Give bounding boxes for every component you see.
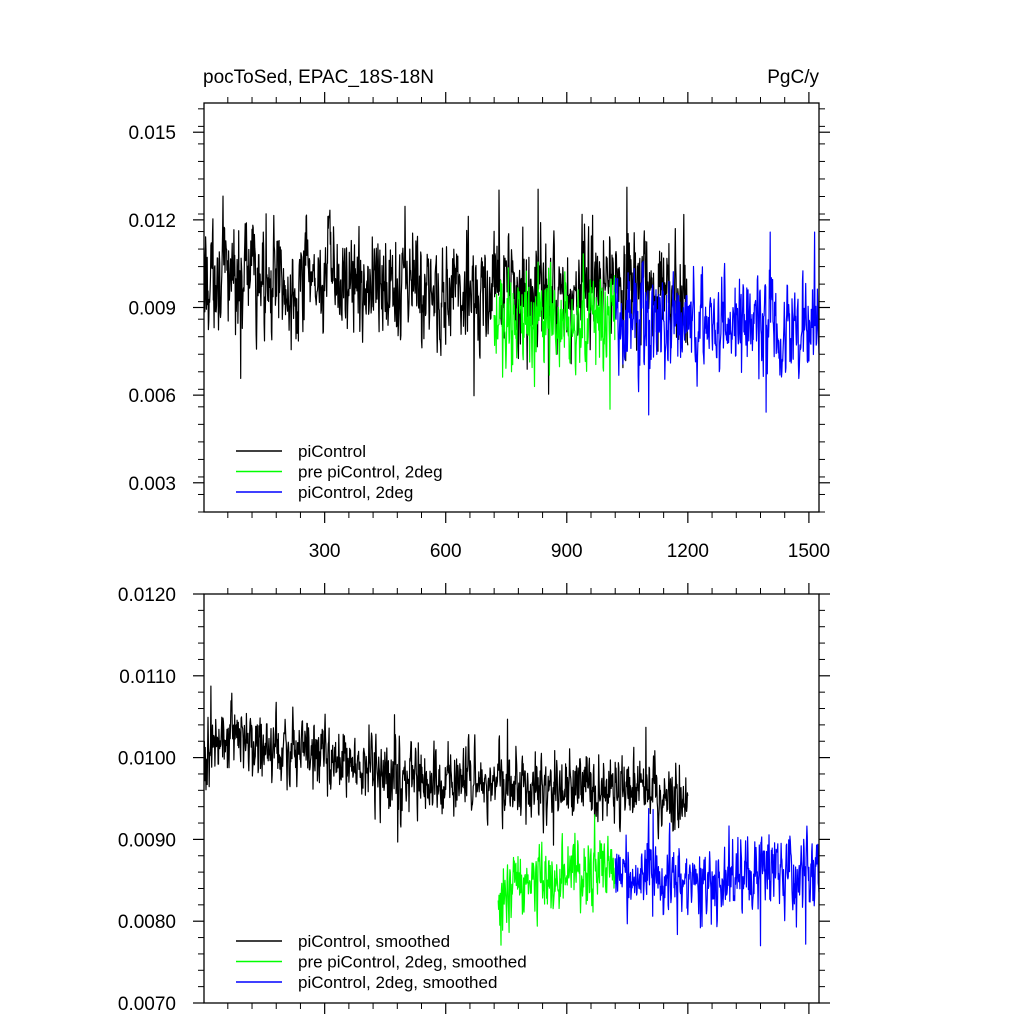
series-line [497,814,616,946]
legend-label: piControl [298,442,366,461]
x-tick-label: 300 [309,541,341,562]
lower-panel: 0.0070 0.0080 0.0090 0.0100 0.0110 0.0120 piCo… [118,583,830,1015]
legend-label: pre piControl, 2deg, smoothed [298,953,527,972]
y-tick-label: 0.009 [128,299,176,320]
x-tick-label: 1200 [667,541,709,562]
series-line [203,685,689,846]
y-tick-label: 0.012 [128,211,176,232]
x-tick-label: 900 [551,541,583,562]
y-tick-label: 0.015 [128,123,176,144]
y-tick-label: 0.0100 [118,749,176,770]
x-tick-label: 600 [430,541,462,562]
chart-units: PgC/y [767,67,819,88]
y-tick-label: 0.0120 [118,585,176,606]
series-line [614,231,820,416]
legend-label: piControl, 2deg, smoothed [298,973,497,992]
y-tick-label: 0.003 [128,474,176,495]
y-tick-label: 0.0110 [119,667,176,688]
legend-label: pre piControl, 2deg [298,463,443,482]
upper-panel: 300 600 900 1200 1500 0.003 0.006 0.009 0.012 0.0… [128,92,830,562]
legend-label: piControl, smoothed [298,932,450,951]
series-line [493,253,616,410]
series-line [203,186,689,397]
y-tick-label: 0.0090 [118,830,176,851]
chart-title: pocToSed, EPAC_18S-18N [203,67,434,88]
legend-label: piControl, 2deg [298,483,413,502]
plot-frame [203,593,820,1004]
series-line [614,807,820,947]
x-tick-label: 1500 [788,541,830,562]
y-tick-label: 0.006 [128,386,176,407]
y-tick-label: 0.0070 [118,994,176,1015]
y-tick-label: 0.0080 [118,912,176,933]
